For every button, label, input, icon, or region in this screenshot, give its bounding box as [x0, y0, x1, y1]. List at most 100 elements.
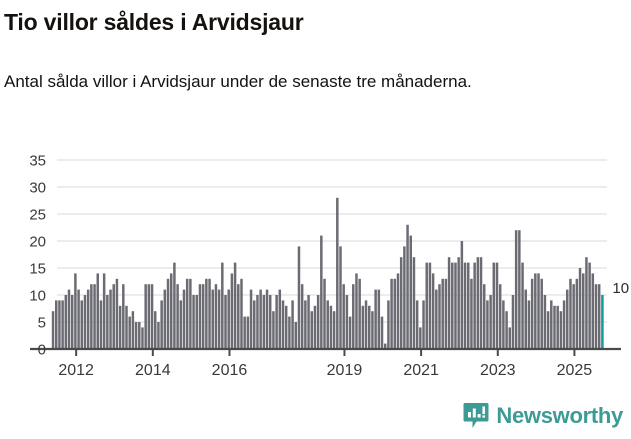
- bar: [310, 311, 313, 349]
- logo-wordmark: Newsworthy: [496, 403, 623, 428]
- bar: [74, 273, 77, 349]
- bar: [498, 284, 502, 349]
- x-tick-label: 2016: [212, 362, 248, 379]
- bar: [265, 289, 269, 349]
- bar: [208, 278, 211, 349]
- bar: [90, 284, 93, 349]
- y-tick-label: 10: [29, 288, 46, 305]
- bar: [415, 300, 419, 349]
- bar: [463, 262, 467, 349]
- bar: [566, 289, 569, 349]
- bar: [383, 343, 387, 349]
- bar: [419, 327, 422, 349]
- bar: [157, 322, 160, 349]
- bar: [345, 295, 349, 349]
- bar: [291, 300, 294, 349]
- y-axis-tick-labels: 0 5 10 15 20 25 30 35: [29, 153, 46, 359]
- bar: [336, 197, 339, 349]
- bar: [268, 295, 272, 349]
- bar: [227, 289, 230, 349]
- bar: [262, 295, 266, 349]
- bar: [169, 273, 173, 349]
- bar: [233, 262, 237, 349]
- chart-plot-area: 0 5 10 15 20 25 30 35 2012 2014 2016 2019 2021 2023 2…: [0, 148, 631, 393]
- bar: [371, 311, 374, 349]
- bar: [112, 284, 115, 349]
- bar: [594, 284, 598, 349]
- bar: [348, 316, 352, 349]
- bar: [387, 300, 390, 349]
- bar: [457, 257, 460, 349]
- bar: [562, 300, 566, 349]
- bar: [237, 284, 240, 349]
- bar: [425, 262, 428, 349]
- bar: [195, 295, 199, 349]
- bar: [447, 257, 451, 349]
- bar: [99, 300, 103, 349]
- bar: [569, 278, 572, 349]
- bar: [125, 305, 128, 349]
- bar: [588, 262, 591, 349]
- page-title: Tio villor såldes i Arvidsjaur: [4, 9, 304, 35]
- bar: [393, 278, 397, 349]
- bar: [476, 257, 480, 349]
- bar: [543, 295, 547, 349]
- bar: [479, 257, 483, 349]
- bar: [211, 289, 214, 349]
- bar: [240, 278, 243, 349]
- bar: [361, 305, 365, 349]
- bar: [230, 273, 234, 349]
- bar: [326, 300, 329, 349]
- bar: [396, 273, 400, 349]
- bar: [138, 322, 141, 349]
- bar: [272, 311, 275, 349]
- chart-footer: Newsworthy: [0, 400, 631, 439]
- bar: [106, 295, 109, 349]
- bar: [556, 305, 559, 349]
- bar: [534, 273, 537, 349]
- bar: [505, 311, 508, 349]
- bar: [374, 289, 377, 349]
- bar: [70, 295, 74, 349]
- bar: [205, 278, 208, 349]
- bar: [441, 278, 444, 349]
- bar: [93, 284, 96, 349]
- bar: [467, 262, 470, 349]
- y-tick-label: 25: [29, 207, 46, 224]
- bar: [431, 273, 435, 349]
- x-tick-label: 2025: [557, 362, 593, 379]
- bar: [154, 311, 157, 349]
- bar: [217, 289, 221, 349]
- bar: [553, 305, 556, 349]
- bar: [300, 284, 304, 349]
- bar: [163, 289, 167, 349]
- bar: [508, 327, 512, 349]
- bar: [281, 300, 285, 349]
- bar: [332, 311, 336, 349]
- bar: [144, 284, 147, 349]
- bar: [224, 295, 227, 349]
- bar: [377, 289, 381, 349]
- bar: [109, 289, 112, 349]
- bar: [578, 268, 582, 349]
- bar: [575, 278, 579, 349]
- newsworthy-logo: Newsworthy: [463, 402, 623, 430]
- bar: [54, 300, 58, 349]
- bar: [173, 262, 176, 349]
- bar: [278, 289, 282, 349]
- bar: [182, 289, 186, 349]
- bar: [473, 262, 476, 349]
- bar: [166, 278, 170, 349]
- y-tick-label: 15: [29, 261, 46, 278]
- bar: [256, 295, 259, 349]
- bar: [313, 305, 317, 349]
- bar: [591, 273, 595, 349]
- y-tick-label: 35: [29, 153, 46, 170]
- bar: [320, 235, 323, 349]
- x-axis-tick-labels: 2012 2014 2016 2019 2021 2023 2025: [58, 362, 592, 379]
- bar: [358, 278, 361, 349]
- bar: [147, 284, 151, 349]
- bar: [339, 246, 342, 349]
